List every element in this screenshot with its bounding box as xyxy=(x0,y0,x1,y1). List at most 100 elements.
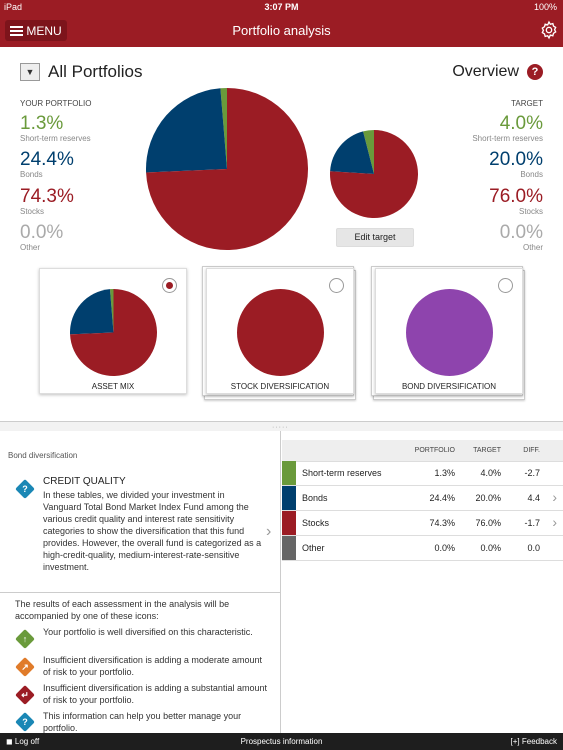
target-value: 4.0% xyxy=(480,468,501,478)
portfolio-value: 0.0% xyxy=(434,543,455,553)
card-label: STOCK DIVERSIFICATION xyxy=(230,382,330,391)
battery-label: 100% xyxy=(533,2,557,12)
stat-value: 0.0% xyxy=(499,222,543,243)
section-title: Bond diversification xyxy=(8,451,78,460)
pie-slice xyxy=(330,130,418,218)
menu-button[interactable]: MENU xyxy=(5,20,67,41)
table-row[interactable]: Other 0.0% 0.0% 0.0 xyxy=(282,536,563,561)
stat-label: Other xyxy=(522,243,543,252)
diff-value: -2.7 xyxy=(524,468,540,478)
pie-slice xyxy=(406,289,493,376)
card-asset-mix[interactable]: ASSET MIX xyxy=(39,268,187,394)
legend-item: This information can help you better man… xyxy=(43,711,242,733)
stat-label: Bonds xyxy=(520,170,543,179)
column-header: TARGET xyxy=(473,447,501,454)
radio-unselected-icon[interactable] xyxy=(498,278,513,293)
info-icon: ? xyxy=(15,712,35,732)
stat-value: 24.4% xyxy=(20,149,74,170)
table-header: PORTFOLIO TARGET DIFF. xyxy=(282,440,563,462)
divider xyxy=(0,592,280,593)
status-bar: iPad 3:07 PM 100% xyxy=(0,0,563,14)
prospectus-link[interactable]: Prospectus information xyxy=(240,737,323,746)
stat-label: Short-term reserves xyxy=(472,134,543,143)
pie-slice xyxy=(220,88,227,169)
radio-unselected-icon[interactable] xyxy=(329,278,344,293)
chevron-right-icon[interactable]: › xyxy=(266,523,272,540)
legend-item: Insufficient diversification is adding a… xyxy=(43,655,262,677)
diagonal-arrow-icon: ↗ xyxy=(15,657,35,677)
row-name: Bonds xyxy=(302,493,328,503)
up-arrow-icon: ↑ xyxy=(15,629,35,649)
color-swatch xyxy=(282,461,296,485)
column-header: DIFF. xyxy=(523,447,540,454)
menu-label: MENU xyxy=(26,23,62,38)
target-value: 76.0% xyxy=(475,518,501,528)
stat-value: 4.0% xyxy=(499,113,543,134)
radio-selected-icon[interactable] xyxy=(162,278,177,293)
diff-value: 0.0 xyxy=(527,543,540,553)
card-label: BOND DIVERSIFICATION xyxy=(401,382,497,391)
card-label: ASSET MIX xyxy=(91,382,135,391)
legend-item: Insufficient diversification is adding a… xyxy=(43,683,267,705)
page-title: Portfolio analysis xyxy=(232,23,331,38)
edit-target-button[interactable]: Edit target xyxy=(336,228,414,247)
portfolio-value: 24.4% xyxy=(429,493,455,503)
stat-value: 0.0% xyxy=(20,222,64,243)
dropdown-arrow-icon[interactable]: ▼ xyxy=(20,63,40,81)
pie-slice xyxy=(363,130,374,174)
target-stat-bonds: 20.0% Bonds xyxy=(489,149,543,180)
help-icon[interactable]: ? xyxy=(527,64,543,80)
row-name: Other xyxy=(302,543,325,553)
portfolio-stat-bonds: 24.4% Bonds xyxy=(20,149,74,180)
target-pie-chart xyxy=(330,130,418,218)
card-bond-diversification[interactable]: BOND DIVERSIFICATION xyxy=(375,268,523,394)
row-name: Short-term reserves xyxy=(302,468,382,478)
footer-bar: ◼ Log off Prospectus information [+] Fee… xyxy=(0,733,563,750)
portfolio-value: 74.3% xyxy=(429,518,455,528)
target-value: 0.0% xyxy=(480,543,501,553)
table-row[interactable]: Stocks 74.3% 76.0% -1.7 › xyxy=(282,511,563,536)
pie-slice xyxy=(70,289,114,335)
allocation-table: PORTFOLIO TARGET DIFF. Short-term reserv… xyxy=(282,431,563,733)
your-portfolio-heading: YOUR PORTFOLIO xyxy=(20,99,92,108)
gear-icon[interactable] xyxy=(539,20,559,40)
chevron-right-icon[interactable]: › xyxy=(552,489,557,505)
portfolio-stat-reserves: 1.3% Short-term reserves xyxy=(20,114,91,144)
stock-pie-chart xyxy=(237,289,324,376)
column-header: PORTFOLIO xyxy=(414,447,455,454)
stat-label: Stocks xyxy=(518,207,543,216)
clock: 3:07 PM xyxy=(264,2,299,12)
portfolio-selector[interactable]: ▼ All Portfolios xyxy=(20,62,142,82)
logoff-label: Log off xyxy=(14,737,40,746)
stat-label: Other xyxy=(20,243,41,252)
turn-arrow-icon: ↵ xyxy=(15,685,35,705)
stat-label: Short-term reserves xyxy=(20,134,91,143)
pie-slice xyxy=(146,88,308,250)
target-value: 20.0% xyxy=(475,493,501,503)
target-heading: TARGET xyxy=(511,99,543,108)
table-row[interactable]: Short-term reserves 1.3% 4.0% -2.7 xyxy=(282,461,563,486)
portfolio-name: All Portfolios xyxy=(48,62,143,81)
target-stat-stocks: 76.0% Stocks xyxy=(489,187,543,217)
bond-pie-chart xyxy=(406,289,493,376)
legend-item: Your portfolio is well diversified on th… xyxy=(43,627,253,637)
help-diamond-icon: ? xyxy=(15,479,35,499)
table-row[interactable]: Bonds 24.4% 20.0% 4.4 › xyxy=(282,486,563,511)
overview-header: Overview ? xyxy=(452,63,543,81)
card-stock-diversification[interactable]: STOCK DIVERSIFICATION xyxy=(206,268,354,394)
logoff-link[interactable]: ◼ Log off xyxy=(6,737,40,746)
color-swatch xyxy=(282,511,296,535)
pane-resize-handle[interactable]: ····· xyxy=(0,421,563,431)
chevron-right-icon[interactable]: › xyxy=(552,514,557,530)
color-swatch xyxy=(282,536,296,560)
pie-slice xyxy=(237,289,324,376)
hamburger-icon xyxy=(10,25,24,36)
pie-slice xyxy=(70,289,157,376)
pie-slice xyxy=(109,289,114,333)
stat-value: 20.0% xyxy=(489,149,543,170)
diff-value: -1.7 xyxy=(524,518,540,528)
feedback-link[interactable]: [+] Feedback xyxy=(510,737,557,746)
nav-bar: MENU Portfolio analysis xyxy=(0,14,563,47)
diff-value: 4.4 xyxy=(527,493,540,503)
stat-label: Bonds xyxy=(20,170,43,179)
